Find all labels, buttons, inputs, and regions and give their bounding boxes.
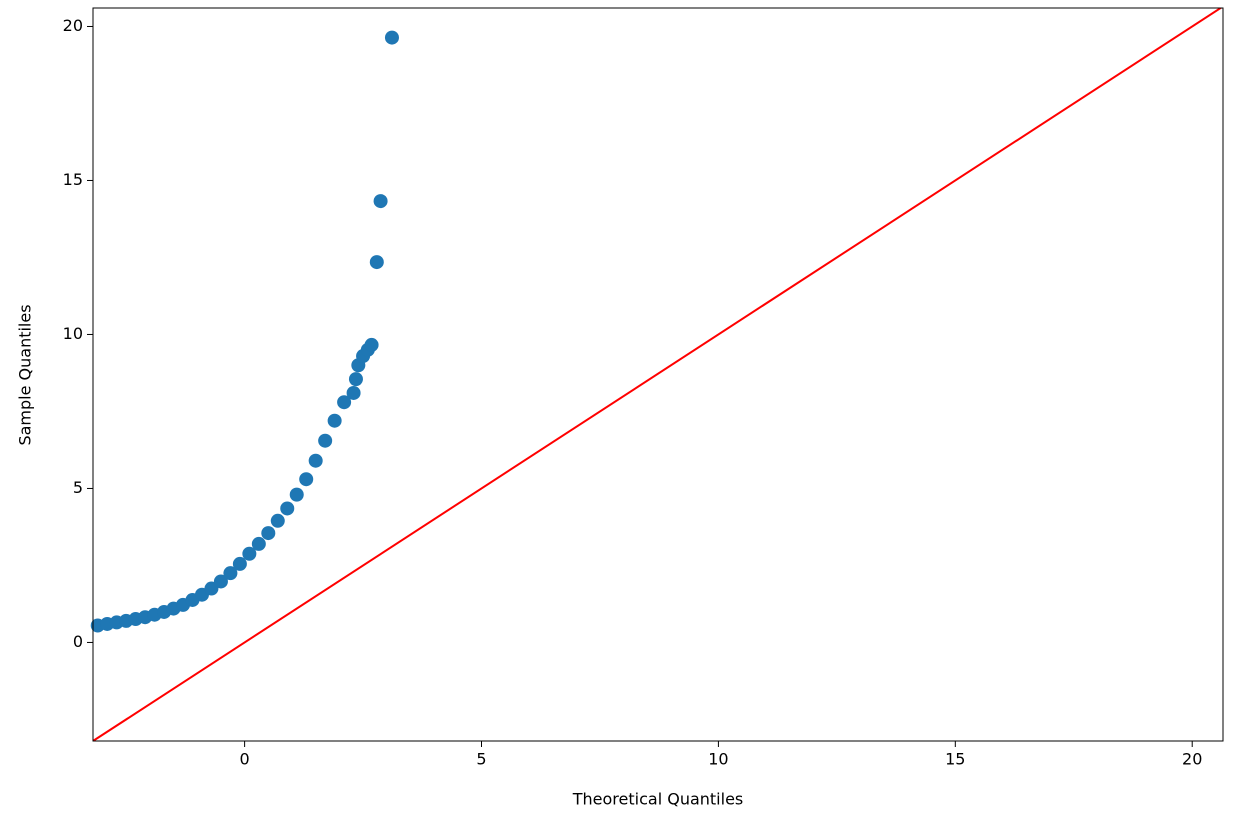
- x-axis-label: Theoretical Quantiles: [572, 790, 744, 809]
- point: [299, 472, 314, 487]
- point: [318, 433, 333, 448]
- point: [348, 372, 363, 387]
- point: [369, 255, 384, 270]
- x-tick-label: 15: [945, 750, 965, 769]
- y-tick-label: 10: [63, 324, 83, 343]
- point: [280, 501, 295, 516]
- point: [384, 30, 399, 45]
- point: [261, 526, 276, 541]
- point: [346, 385, 361, 400]
- point: [373, 194, 388, 209]
- y-tick-label: 5: [73, 478, 83, 497]
- x-tick-label: 5: [476, 750, 486, 769]
- y-axis-label: Sample Quantiles: [16, 304, 35, 445]
- y-tick-label: 20: [63, 16, 83, 35]
- point: [308, 453, 323, 468]
- point: [327, 413, 342, 428]
- point: [251, 536, 266, 551]
- point: [270, 513, 285, 528]
- reference-line-group: [93, 8, 1223, 741]
- point: [364, 337, 379, 352]
- point: [289, 487, 304, 502]
- x-tick-label: 20: [1182, 750, 1202, 769]
- point: [242, 546, 257, 561]
- point: [223, 566, 238, 581]
- y-tick-label: 0: [73, 632, 83, 651]
- reference-line: [93, 8, 1223, 741]
- x-tick-label: 0: [240, 750, 250, 769]
- point: [213, 574, 228, 589]
- y-tick-label: 15: [63, 170, 83, 189]
- x-tick-label: 10: [708, 750, 728, 769]
- point: [337, 395, 352, 410]
- plot-frame: [92, 7, 1224, 742]
- point: [232, 556, 247, 571]
